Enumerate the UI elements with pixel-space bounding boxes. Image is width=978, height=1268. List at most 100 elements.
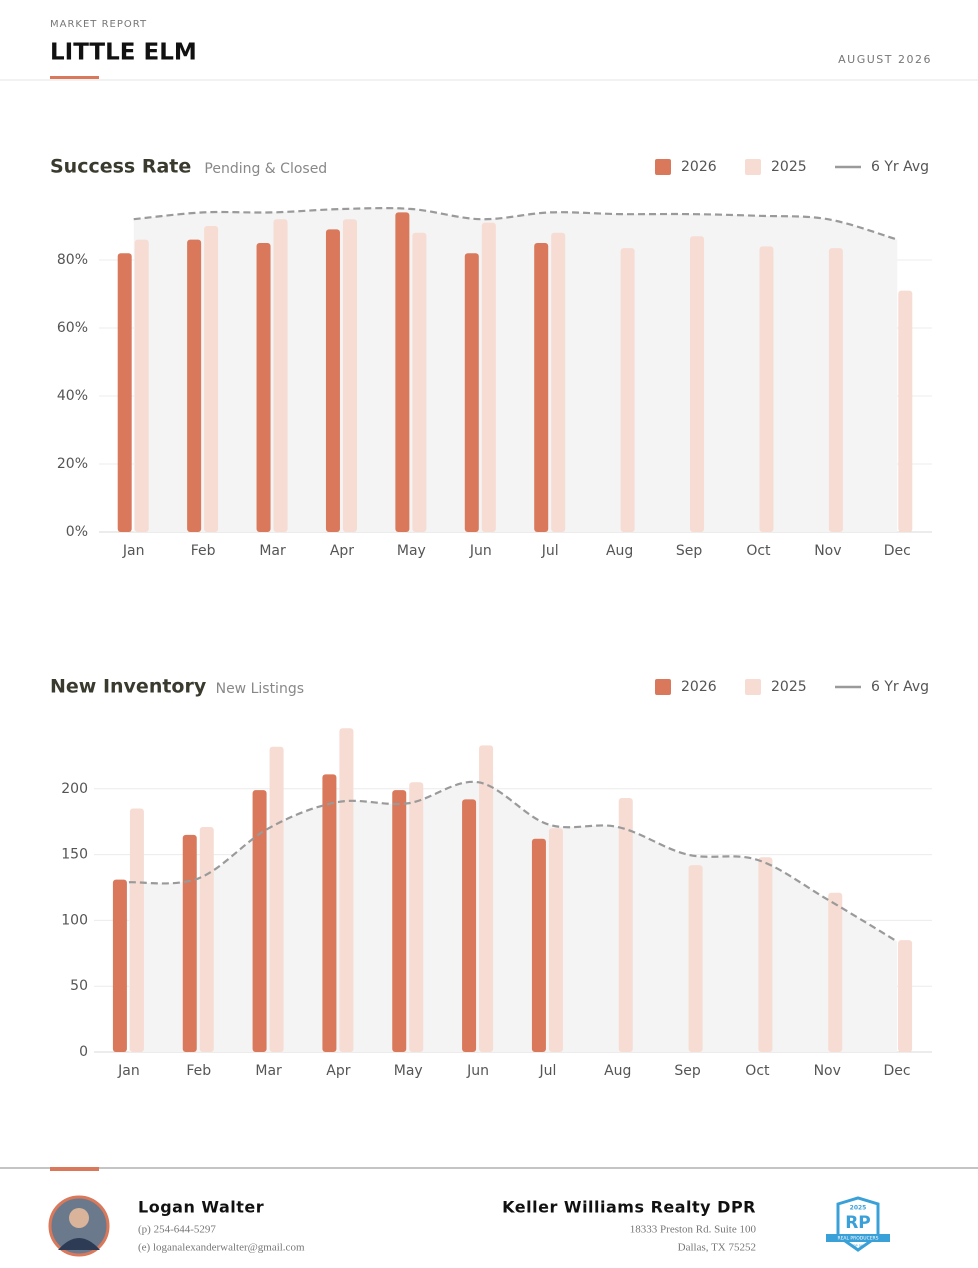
legend-label: 2025 <box>771 679 807 695</box>
bar <box>828 248 843 532</box>
agent-email: (e) loganalexanderwalter@gmail.com <box>138 1242 305 1254</box>
chart-title: New Inventory <box>50 676 207 698</box>
bar <box>534 243 549 532</box>
chart-subtitle: New Listings <box>216 681 304 697</box>
x-tick-label: Nov <box>814 1063 841 1079</box>
bar <box>481 222 496 532</box>
bar <box>412 232 427 533</box>
x-tick-label: Feb <box>191 543 216 559</box>
bar <box>898 940 913 1052</box>
bar <box>325 229 340 532</box>
x-tick-label: Apr <box>330 543 354 559</box>
bar <box>339 728 354 1052</box>
x-tick-label: Dec <box>884 543 911 559</box>
bar <box>620 248 635 532</box>
legend-swatch <box>745 159 761 175</box>
company-address: Dallas, TX 75252 <box>678 1242 756 1254</box>
bar <box>392 790 407 1052</box>
avg-line <box>133 207 898 241</box>
bar <box>531 838 546 1052</box>
x-tick-label: Sep <box>676 543 703 559</box>
bar <box>204 226 219 532</box>
report-label: MARKET REPORT <box>50 19 147 30</box>
legend-swatch <box>655 159 671 175</box>
bar <box>618 798 633 1052</box>
bar <box>759 246 774 532</box>
bar <box>134 239 149 532</box>
x-tick-label: Mar <box>255 1063 282 1079</box>
bar <box>479 745 494 1052</box>
bar <box>256 243 271 532</box>
x-tick-label: Nov <box>814 543 841 559</box>
bar <box>342 219 357 532</box>
bar <box>269 746 284 1052</box>
bar <box>117 253 132 532</box>
agent-name: Logan Walter <box>138 1198 264 1217</box>
chart-subtitle: Pending & Closed <box>204 161 327 177</box>
x-tick-label: May <box>397 543 426 559</box>
bar <box>551 232 566 533</box>
bar <box>898 290 913 532</box>
title-underline <box>50 76 99 79</box>
bar <box>112 879 127 1052</box>
bar <box>548 828 563 1052</box>
y-tick-label: 80% <box>57 252 88 268</box>
x-tick-label: Aug <box>606 543 633 559</box>
legend-label: 2026 <box>681 679 717 695</box>
legend-label: 6 Yr Avg <box>871 679 929 695</box>
chart: New Inventory New Listings 2026 2025 6 Yr Av… <box>50 676 932 1079</box>
bar <box>252 790 267 1052</box>
x-tick-label: Dec <box>884 1063 911 1079</box>
y-tick-label: 0% <box>66 524 88 540</box>
bar <box>322 774 337 1052</box>
bar <box>273 219 288 532</box>
badge-letters: RP <box>845 1213 871 1233</box>
agent-photo-body <box>58 1238 100 1250</box>
y-tick-label: 60% <box>57 320 88 336</box>
y-tick-label: 40% <box>57 388 88 404</box>
badge-rank: TOP 500 <box>850 1244 866 1248</box>
badge-ribbon <box>826 1234 890 1242</box>
x-tick-label: Jan <box>122 543 145 559</box>
legend-swatch <box>745 679 761 695</box>
legend-label: 2026 <box>681 159 717 175</box>
x-tick-label: Sep <box>674 1063 701 1079</box>
y-tick-label: 50 <box>70 978 88 994</box>
x-tick-label: Mar <box>259 543 286 559</box>
bar <box>462 799 477 1052</box>
report-date: AUGUST 2026 <box>838 53 932 66</box>
x-tick-label: Jan <box>117 1063 140 1079</box>
agent-phone: (p) 254-644-5297 <box>138 1224 216 1236</box>
avg-line <box>128 780 898 943</box>
badge: 2025 RP REAL PRODUCERS TOP 500 <box>826 1196 890 1252</box>
avg-area <box>128 781 898 1052</box>
x-tick-label: Jul <box>538 1063 556 1079</box>
bar <box>395 212 410 532</box>
legend-label: 6 Yr Avg <box>871 159 929 175</box>
x-tick-label: Apr <box>326 1063 350 1079</box>
x-tick-label: Feb <box>186 1063 211 1079</box>
report-title: LITTLE ELM <box>50 40 197 66</box>
company-name: Keller Williams Realty DPR <box>502 1198 756 1217</box>
bar <box>129 808 144 1052</box>
chart: Success Rate Pending & Closed 2026 2025 6 Yr… <box>50 156 932 559</box>
x-tick-label: Oct <box>746 543 771 559</box>
bar <box>409 782 424 1052</box>
footer-accent <box>50 1167 99 1171</box>
agent-photo-face <box>69 1208 89 1228</box>
x-tick-label: May <box>394 1063 423 1079</box>
x-tick-label: Jun <box>466 1063 489 1079</box>
badge-text: REAL PRODUCERS <box>837 1236 878 1242</box>
badge-year: 2025 <box>850 1205 867 1212</box>
bar <box>688 865 703 1052</box>
bar <box>464 253 479 532</box>
legend-swatch <box>655 679 671 695</box>
bar <box>828 892 843 1052</box>
y-tick-label: 0 <box>79 1044 88 1060</box>
bar <box>182 834 197 1052</box>
y-tick-label: 20% <box>57 456 88 472</box>
bar <box>187 239 202 532</box>
legend-label: 2025 <box>771 159 807 175</box>
company-address: 18333 Preston Rd. Suite 100 <box>630 1224 757 1236</box>
